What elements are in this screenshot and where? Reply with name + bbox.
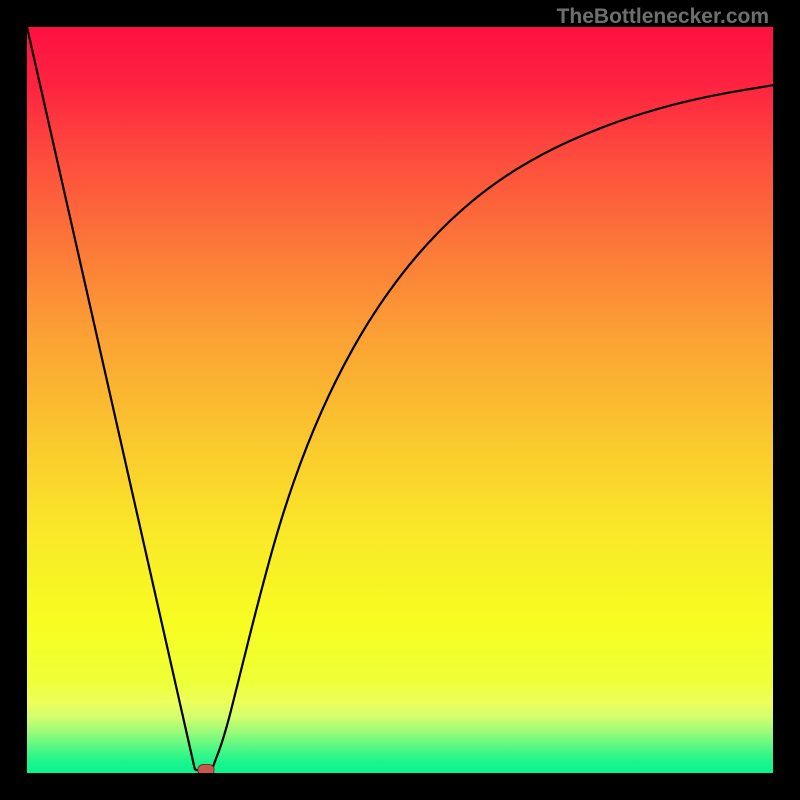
chart-root: TheBottlenecker.com xyxy=(0,0,800,800)
bottleneck-curve xyxy=(27,27,773,771)
curve-layer xyxy=(27,27,773,773)
optimal-point-marker xyxy=(198,765,214,773)
plot-area xyxy=(27,27,773,773)
watermark-text: TheBottlenecker.com xyxy=(557,5,769,29)
